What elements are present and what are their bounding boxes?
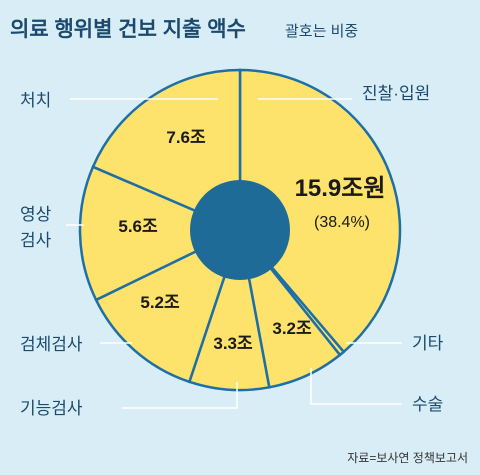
category-label-3: 기능검사 <box>20 399 83 418</box>
value-label-5: 5.6조 <box>118 217 158 236</box>
pie-slice-4 <box>94 227 243 384</box>
pie-slice-0 <box>238 68 402 354</box>
value-label-0: 15.9조원 <box>295 175 386 202</box>
leader-line-2 <box>310 368 402 405</box>
chart-subtitle: 괄호는 비중 <box>285 23 358 40</box>
value-label-3: 3.3조 <box>213 334 253 353</box>
category-label-6: 처치 <box>20 91 51 110</box>
center-hole <box>190 180 290 280</box>
category-label-5-line1: 검사 <box>20 231 52 250</box>
value-label-6: 7.6조 <box>166 128 206 147</box>
leader-lines <box>66 98 402 409</box>
leader-line-3 <box>122 382 238 409</box>
category-label-2: 수술 <box>412 395 443 414</box>
value-labels: 15.9조원 3.2조 3.3조 5.2조 5.6조 7.6조 (38.4%) <box>118 128 385 353</box>
category-label-1: 기타 <box>412 334 444 353</box>
source-note: 자료=보사연 정책보고서 <box>347 450 468 465</box>
category-label-4: 검체검사 <box>20 335 83 354</box>
pie-slice-5 <box>78 165 244 302</box>
category-label-0: 진찰·입원 <box>362 84 430 103</box>
value-label-4: 5.2조 <box>140 293 180 312</box>
slices-group <box>78 68 402 392</box>
category-label-5-line0: 영상 <box>20 205 52 224</box>
share-annotation: (38.4%) <box>314 214 370 231</box>
pie-slice-6 <box>91 68 242 232</box>
value-label-2: 3.2조 <box>272 319 312 338</box>
chart-title: 의료 행위별 건보 지출 액수 <box>10 18 246 41</box>
